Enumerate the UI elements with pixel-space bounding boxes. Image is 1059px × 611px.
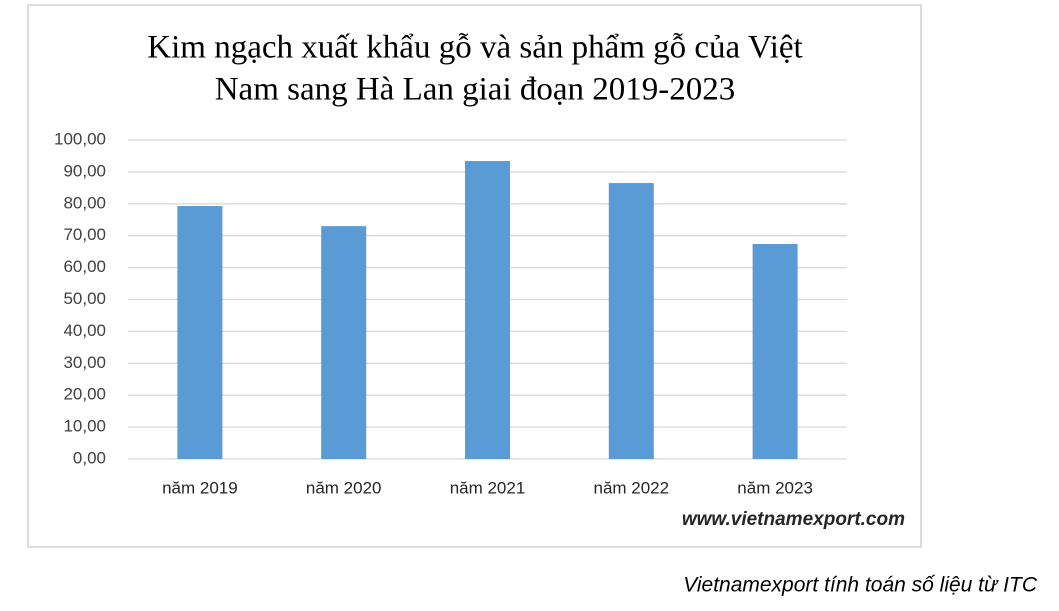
y-tick-label: 80,00 [63, 193, 106, 212]
x-tick-label: năm 2019 [162, 478, 238, 497]
bar [177, 206, 223, 459]
y-tick-label: 60,00 [63, 257, 106, 276]
x-tick-label: năm 2021 [450, 478, 526, 497]
chart-title: Kim ngạch xuất khẩu gỗ và sản phẩm gỗ củ… [147, 30, 802, 66]
y-tick-label: 50,00 [63, 289, 106, 308]
y-tick-label: 10,00 [63, 417, 106, 436]
bar [321, 226, 367, 459]
y-tick-label: 100,00 [54, 129, 106, 148]
x-tick-label: năm 2023 [737, 478, 813, 497]
y-tick-label: 90,00 [63, 161, 106, 180]
x-tick-label: năm 2020 [306, 478, 382, 497]
x-tick-label: năm 2022 [593, 478, 669, 497]
y-tick-label: 20,00 [63, 385, 106, 404]
chart-title: Nam sang Hà Lan giai đoạn 2019-2023 [215, 72, 736, 108]
bar [752, 243, 798, 459]
bar [608, 183, 654, 459]
y-tick-label: 40,00 [63, 321, 106, 340]
source-note: Vietnamexport tính toán số liệu từ ITC [683, 574, 1038, 597]
y-tick-label: 70,00 [63, 225, 106, 244]
y-tick-label: 30,00 [63, 353, 106, 372]
y-tick-label: 0,00 [73, 448, 106, 467]
watermark: www.vietnamexport.com [682, 509, 905, 530]
bar [465, 161, 510, 459]
